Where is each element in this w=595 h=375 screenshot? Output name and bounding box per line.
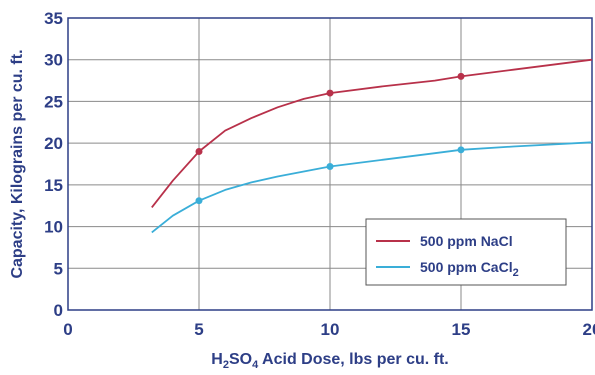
x-tick-label: 5 bbox=[194, 320, 203, 339]
x-tick-label: 15 bbox=[452, 320, 471, 339]
x-tick-label: 20 bbox=[583, 320, 595, 339]
y-axis-title: Capacity, Kilograins per cu. ft. bbox=[9, 49, 26, 278]
x-tick-label: 0 bbox=[63, 320, 72, 339]
data-point bbox=[457, 146, 465, 154]
series-layer bbox=[151, 58, 593, 234]
y-tick-label: 35 bbox=[44, 9, 63, 28]
data-point bbox=[326, 89, 334, 97]
legend: 500 ppm NaCl 500 ppm CaCl2 bbox=[365, 218, 567, 286]
data-point bbox=[326, 163, 334, 171]
data-point bbox=[457, 72, 465, 80]
legend-label-1: 500 ppm NaCl bbox=[420, 233, 513, 249]
y-tick-label: 5 bbox=[54, 259, 63, 278]
legend-box bbox=[365, 218, 567, 286]
tick-labels: 0 5 10 15 20 0 5 10 15 20 25 30 35 bbox=[44, 9, 595, 339]
x-axis-title: H2SO4 Acid Dose, lbs per cu. ft. bbox=[211, 351, 449, 371]
y-tick-label: 20 bbox=[44, 134, 63, 153]
y-tick-label: 30 bbox=[44, 51, 63, 70]
plot-frame bbox=[67, 17, 593, 311]
grid bbox=[68, 18, 592, 310]
y-tick-label: 0 bbox=[54, 301, 63, 320]
x-tick-label: 10 bbox=[321, 320, 340, 339]
y-tick-label: 15 bbox=[44, 176, 63, 195]
legend-label-2: 500 ppm CaCl2 bbox=[420, 259, 519, 279]
data-point bbox=[195, 147, 203, 155]
y-tick-label: 25 bbox=[44, 92, 63, 111]
data-point bbox=[195, 197, 203, 205]
y-tick-label: 10 bbox=[44, 218, 63, 237]
